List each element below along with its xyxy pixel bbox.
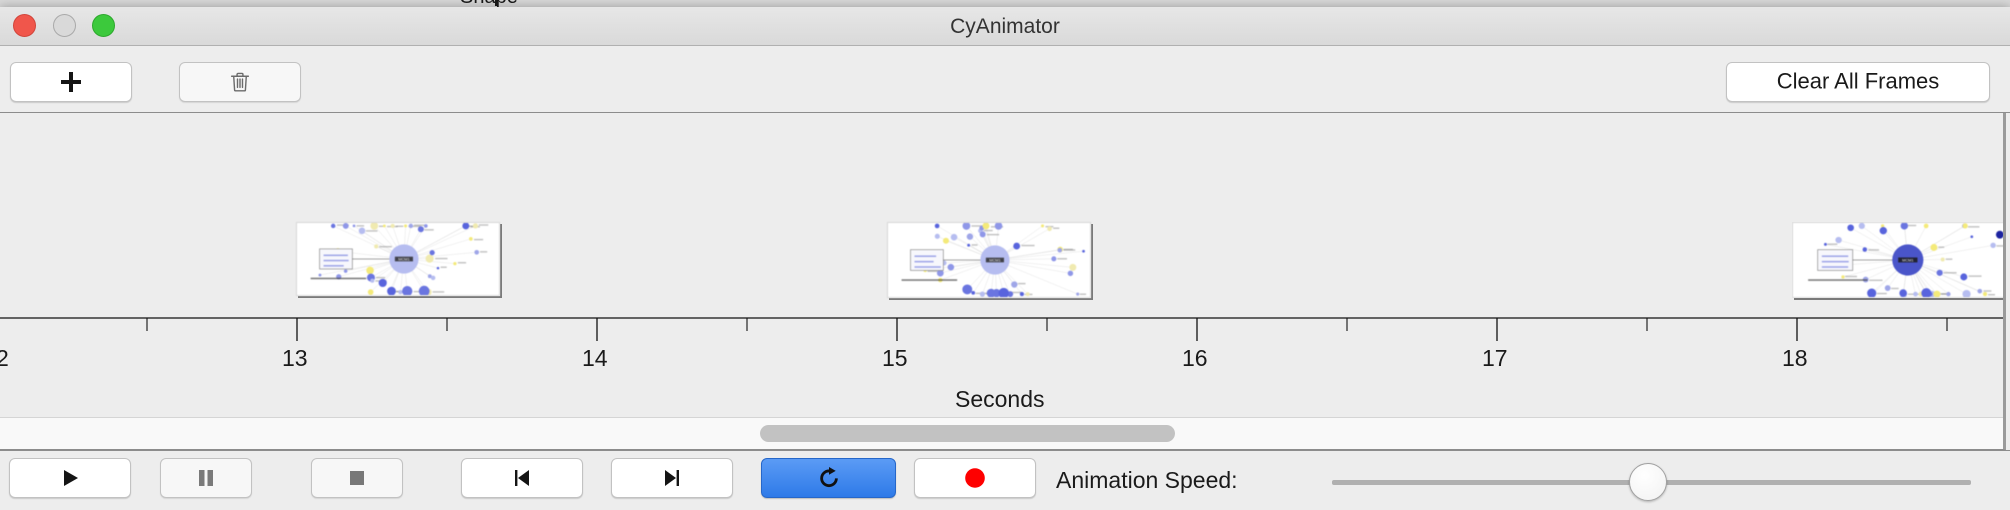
svg-text:MCM1: MCM1 xyxy=(989,257,1000,262)
svg-text:MCM1: MCM1 xyxy=(398,256,409,261)
svg-text:MCM1: MCM1 xyxy=(1902,257,1913,262)
